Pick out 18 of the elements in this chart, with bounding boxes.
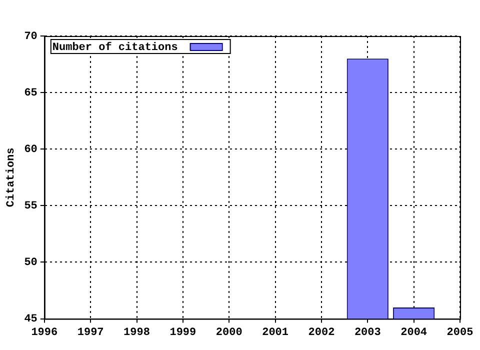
x-tick-label: 2000	[216, 327, 242, 340]
legend-label: Number of citations	[52, 40, 178, 54]
y-tick-label: 55	[24, 200, 38, 212]
y-tick-label: 45	[24, 314, 38, 326]
x-tick-label: 2005	[446, 327, 474, 340]
y-axis-title: Citations	[5, 148, 18, 208]
x-tick-label: 1998	[124, 327, 150, 340]
y-tick-label: 60	[24, 144, 38, 156]
x-tick-label: 1996	[31, 327, 58, 340]
x-tick-label: 2004	[400, 327, 428, 340]
y-tick-label: 65	[24, 87, 38, 100]
y-tick-label: 70	[24, 30, 38, 43]
x-tick-label: 2002	[308, 327, 335, 340]
x-tick-label: 1997	[77, 327, 104, 340]
y-tick-label: 50	[24, 257, 38, 270]
x-tick-label: 1999	[170, 327, 196, 340]
x-tick-label: 2003	[354, 327, 382, 340]
x-tick-label: 2001	[262, 327, 289, 340]
